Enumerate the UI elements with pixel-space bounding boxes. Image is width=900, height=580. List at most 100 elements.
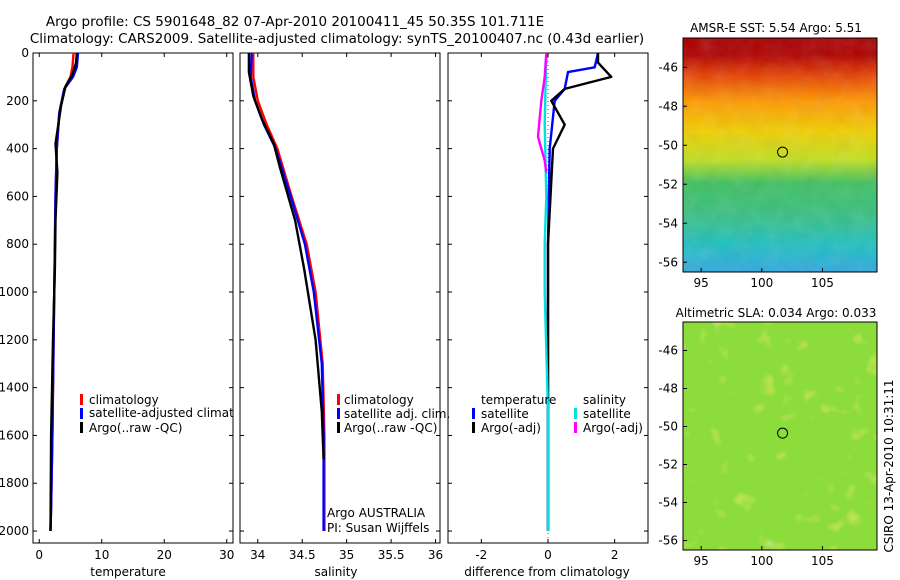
- annotation-pi: PI: Susan Wijffels: [327, 521, 429, 535]
- salinity-panel: 34 34.5 35 35.5 36 salinity climatology sate…: [239, 52, 450, 579]
- x-tick-label: 35.5: [378, 548, 405, 562]
- difference-xlabel: difference from climatology: [464, 565, 630, 579]
- legend-swatch-satellite: [80, 408, 83, 419]
- series-line-temperature-argo-adj-: [546, 53, 613, 531]
- salinity-ticks: 34 34.5 35 35.5 36: [240, 52, 443, 562]
- y-tick-label: 800: [6, 237, 29, 251]
- legend-title-salinity: salinity: [583, 393, 626, 407]
- y-tick-label: 200: [6, 94, 29, 108]
- legend-swatch-climatology: [80, 394, 83, 405]
- sst-float-marker: [777, 146, 789, 158]
- map-y-tick-label: -54: [658, 216, 678, 230]
- y-tick-label: 0: [21, 46, 29, 60]
- map-x-tick-label: 95: [694, 276, 709, 290]
- legend-swatch-temp-satellite: [472, 408, 475, 419]
- legend-swatch-sal-argo: [574, 422, 577, 433]
- salinity-xlabel: salinity: [314, 565, 357, 579]
- legend-clip: satellite-adjusted climatology: [89, 406, 267, 420]
- sst-map-texture: [683, 38, 877, 272]
- legend-label-sal-satellite: satellite: [583, 407, 631, 421]
- legend-label-sal-argo: Argo(-adj): [583, 421, 643, 435]
- x-tick-label: 2: [611, 548, 619, 562]
- legend-swatch-argo: [337, 422, 340, 433]
- x-tick-label: 0: [544, 548, 552, 562]
- map-y-tick-label: -48: [658, 382, 678, 396]
- map-x-tick-label: 105: [811, 276, 834, 290]
- sla-float-marker: [777, 427, 789, 439]
- difference-legend: temperature salinity satellite Argo(-adj…: [472, 393, 643, 435]
- map-y-tick-label: -54: [658, 496, 678, 510]
- title-line-1: Argo profile: CS 5901648_82 07-Apr-2010 …: [46, 14, 544, 30]
- y-tick-label: 1000: [0, 285, 29, 299]
- map-x-tick-label: 100: [750, 554, 773, 568]
- credit-text: CSIRO 13-Apr-2010 10:31:11: [882, 379, 896, 552]
- sla-map-title: Altimetric SLA: 0.034 Argo: 0.033: [676, 306, 877, 320]
- legend-swatch-argo: [80, 422, 83, 433]
- y-tick-label: 1200: [0, 333, 29, 347]
- map-y-tick-label: -56: [658, 255, 678, 269]
- series-line-salinity-satellite: [543, 52, 550, 531]
- difference-lines: [536, 52, 613, 531]
- y-tick-label: 2000: [0, 524, 29, 538]
- x-tick-label: 10: [94, 548, 109, 562]
- map-y-tick-label: -50: [658, 138, 678, 152]
- legend-title-temperature: temperature: [481, 393, 556, 407]
- map-x-tick-label: 100: [750, 276, 773, 290]
- difference-panel: -2 0 2 difference from climatology tempera…: [447, 52, 649, 579]
- y-tick-label: 1400: [0, 381, 29, 395]
- map-y-tick-label: -52: [658, 177, 678, 191]
- legend-label-temp-satellite: satellite: [481, 407, 529, 421]
- series-line-temperature-satellite: [546, 52, 600, 531]
- y-tick-label: 1600: [0, 428, 29, 442]
- sla-map-ticks: 95 100 105 -46 -48 -50 -52 -54 -56: [658, 344, 834, 569]
- legend-swatch-sal-satellite: [574, 408, 577, 419]
- series-line-argo-raw-qc-: [247, 53, 325, 460]
- series-line-satellite-adj-clim-: [249, 52, 325, 531]
- y-tick-label: 1800: [0, 476, 29, 490]
- legend-label-temp-argo: Argo(-adj): [481, 421, 541, 435]
- legend-swatch-satellite: [337, 408, 340, 419]
- temperature-xlabel: temperature: [90, 565, 165, 579]
- x-tick-label: -2: [475, 548, 487, 562]
- difference-ticks: -2 0 2: [448, 52, 648, 562]
- map-x-tick-label: 105: [811, 554, 834, 568]
- map-y-tick-label: -56: [658, 534, 678, 548]
- sst-map-frame: [682, 37, 878, 273]
- temperature-ticks: 0 10 20 30 0 200 400 600 800 1000 1200 1400 1600 1800…: [0, 46, 234, 562]
- series-line-salinity-argo-adj-: [536, 52, 548, 173]
- sst-map-title: AMSR-E SST: 5.54 Argo: 5.51: [690, 21, 862, 35]
- map-y-tick-label: -52: [658, 458, 678, 472]
- sla-map-panel: Altimetric SLA: 0.034 Argo: 0.033 95 100 1…: [658, 306, 878, 569]
- y-tick-label: 600: [6, 189, 29, 203]
- x-tick-label: 0: [35, 548, 43, 562]
- legend-swatch-temp-argo: [472, 422, 475, 433]
- annotation-argo-australia: Argo AUSTRALIA: [327, 506, 426, 520]
- sla-map-texture: [683, 322, 877, 550]
- legend-swatch-climatology: [337, 394, 340, 405]
- x-tick-label: 34: [250, 548, 265, 562]
- salinity-legend: climatology satellite adj. clim. Argo(..…: [337, 393, 450, 435]
- temperature-axes: [32, 52, 234, 544]
- salinity-axes: [239, 52, 441, 544]
- legend-label-satellite: satellite-adjusted climatology: [89, 406, 267, 420]
- y-tick-label: 400: [6, 142, 29, 156]
- x-tick-label: 35: [339, 548, 354, 562]
- legend-label-argo: Argo(..raw -QC): [89, 421, 182, 435]
- title-line-2: Climatology: CARS2009. Satellite-adjuste…: [30, 31, 644, 47]
- map-y-tick-label: -46: [658, 60, 678, 74]
- map-y-tick-label: -46: [658, 344, 678, 358]
- sst-map-panel: AMSR-E SST: 5.54 Argo: 5.51: [658, 21, 878, 290]
- x-tick-label: 30: [219, 548, 234, 562]
- temperature-panel: 0 10 20 30 0 200 400 600 800 1000 1200 1400 1600 1800…: [0, 46, 267, 579]
- map-y-tick-label: -50: [658, 420, 678, 434]
- legend-label-climatology: climatology: [89, 393, 159, 407]
- sla-map-frame: [682, 321, 878, 551]
- sst-map-ticks: 95 100 105 -46 -48 -50 -52 -54 -56: [658, 60, 834, 290]
- legend-label-argo: Argo(..raw -QC): [344, 421, 437, 435]
- legend-label-climatology: climatology: [344, 393, 414, 407]
- salinity-lines: [247, 52, 326, 531]
- legend-label-satellite: satellite adj. clim.: [344, 407, 450, 421]
- temperature-legend: climatology satellite-adjusted climatolo…: [80, 393, 267, 435]
- temperature-lines: [49, 52, 80, 532]
